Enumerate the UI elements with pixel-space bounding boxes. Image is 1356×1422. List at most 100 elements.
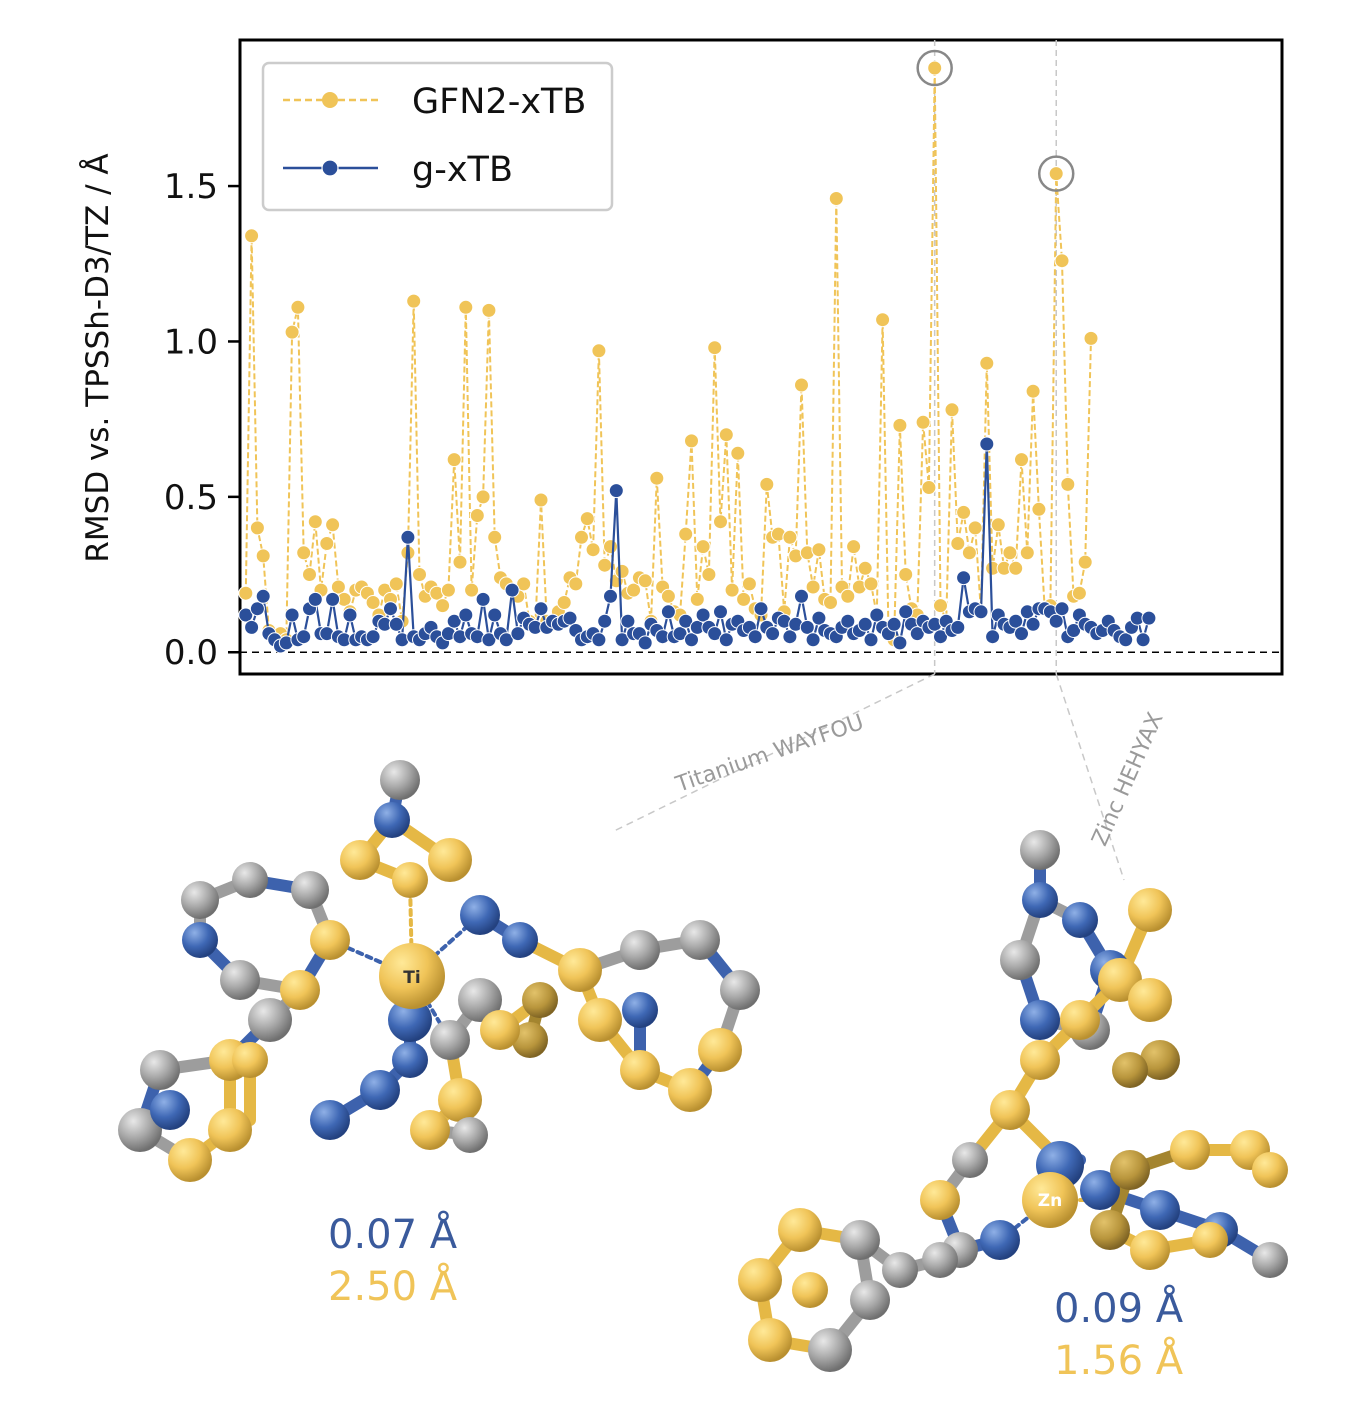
atom	[1130, 1230, 1170, 1270]
atom	[512, 1022, 548, 1058]
data-point	[828, 191, 844, 206]
data-point	[388, 576, 404, 592]
highlight-ring	[916, 49, 953, 87]
atom	[340, 840, 380, 880]
data-point	[915, 414, 931, 430]
atom	[220, 960, 260, 1000]
data-point	[869, 607, 885, 623]
atom	[1000, 940, 1040, 980]
atom	[1062, 902, 1098, 938]
data-point	[979, 355, 995, 371]
data-point	[452, 554, 468, 570]
data-point	[678, 613, 694, 629]
atom	[248, 998, 292, 1042]
data-point	[695, 539, 711, 555]
atom	[392, 862, 428, 898]
callout-titanium-label: Titanium WAYFOU	[672, 710, 867, 798]
data-point	[307, 514, 323, 530]
y-tick-label: 1.5	[164, 167, 218, 207]
atom	[1080, 1170, 1120, 1210]
data-point	[961, 545, 977, 561]
data-point	[921, 480, 937, 495]
data-point	[446, 613, 462, 629]
data-point	[400, 529, 416, 545]
data-point	[574, 529, 589, 545]
data-point	[244, 619, 260, 635]
zn-gfn2-rmsd: 1.56 Å	[1054, 1336, 1184, 1384]
data-point	[863, 576, 879, 592]
data-point	[325, 517, 341, 533]
data-point	[406, 293, 422, 309]
data-point	[1060, 476, 1076, 492]
atom	[882, 1252, 918, 1288]
data-point	[765, 626, 781, 642]
atom	[208, 1108, 252, 1152]
atom	[680, 920, 720, 960]
atom	[430, 1020, 470, 1060]
data-point	[481, 632, 497, 648]
data-point	[620, 613, 636, 629]
atom	[1112, 1052, 1148, 1088]
atom	[778, 1208, 822, 1252]
data-point	[684, 632, 699, 648]
atom	[558, 948, 602, 992]
atom	[620, 930, 660, 970]
atom	[168, 1138, 212, 1182]
data-point	[1025, 616, 1041, 632]
data-point	[244, 228, 260, 244]
data-point	[1048, 613, 1064, 629]
data-point	[568, 576, 584, 592]
data-point	[660, 588, 676, 604]
data-point	[290, 299, 306, 315]
zn-metal-atom	[1022, 1172, 1078, 1228]
atom	[1022, 882, 1058, 918]
data-point	[985, 629, 1001, 645]
data-point	[713, 514, 728, 530]
atom	[280, 970, 320, 1010]
data-point	[603, 588, 618, 604]
data-point	[718, 427, 734, 443]
atom	[438, 1078, 482, 1122]
atom	[620, 1050, 660, 1090]
data-point	[597, 557, 613, 573]
atom	[720, 970, 760, 1010]
atom	[808, 1328, 852, 1372]
zinc-structure: Zn	[738, 830, 1288, 1372]
atom	[392, 1042, 428, 1078]
data-point	[805, 632, 821, 648]
data-point	[857, 560, 873, 576]
data-point	[1025, 383, 1041, 399]
legend-gxtb-label: g-xTB	[412, 150, 513, 190]
data-point	[475, 591, 491, 607]
atom	[118, 1108, 162, 1152]
data-point	[944, 402, 960, 418]
atom	[380, 760, 420, 800]
atom	[452, 1117, 488, 1153]
data-point	[811, 610, 827, 626]
data-point	[614, 632, 630, 648]
data-point	[238, 585, 254, 601]
data-point	[533, 492, 549, 508]
data-point	[660, 604, 676, 620]
atom	[502, 922, 538, 958]
atom	[1020, 1000, 1060, 1040]
atom	[1252, 1242, 1288, 1278]
atom	[1110, 1150, 1150, 1190]
data-point	[1014, 452, 1029, 468]
data-point	[383, 601, 398, 617]
data-point	[718, 632, 734, 648]
data-point	[782, 529, 798, 545]
data-point	[412, 567, 427, 582]
data-point	[1083, 330, 1099, 346]
atom	[1170, 1130, 1210, 1170]
data-point	[840, 613, 856, 629]
atom	[990, 1090, 1030, 1130]
atom	[150, 1090, 190, 1130]
data-point	[684, 433, 699, 449]
data-point	[811, 542, 827, 558]
data-point	[365, 629, 381, 645]
atom	[622, 992, 658, 1028]
data-point	[794, 377, 809, 393]
atom	[410, 1110, 450, 1150]
data-point	[388, 616, 404, 632]
